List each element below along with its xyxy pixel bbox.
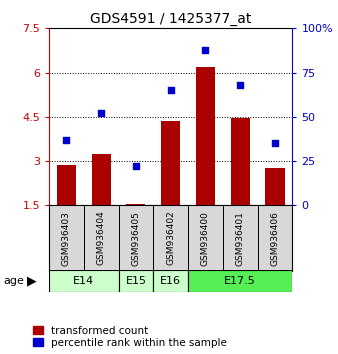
- Text: ▶: ▶: [27, 275, 37, 287]
- Point: [133, 164, 139, 169]
- Bar: [153, 270, 188, 292]
- Bar: [119, 270, 153, 292]
- Text: GSM936406: GSM936406: [270, 211, 280, 266]
- Bar: [231, 118, 250, 205]
- Bar: [223, 205, 258, 271]
- Bar: [57, 166, 76, 205]
- Text: GSM936404: GSM936404: [97, 211, 106, 266]
- Point: [168, 87, 173, 93]
- Bar: [49, 270, 119, 292]
- Text: GSM936403: GSM936403: [62, 211, 71, 266]
- Text: age: age: [3, 276, 24, 286]
- Bar: [153, 205, 188, 271]
- Point: [64, 137, 69, 143]
- Text: GSM936402: GSM936402: [166, 211, 175, 266]
- Legend: transformed count, percentile rank within the sample: transformed count, percentile rank withi…: [32, 325, 228, 349]
- Bar: [49, 205, 84, 271]
- Text: E17.5: E17.5: [224, 276, 256, 286]
- Text: GSM936400: GSM936400: [201, 211, 210, 266]
- Title: GDS4591 / 1425377_at: GDS4591 / 1425377_at: [90, 12, 251, 26]
- Bar: [258, 205, 292, 271]
- Bar: [196, 67, 215, 205]
- Point: [272, 141, 278, 146]
- Bar: [188, 270, 292, 292]
- Text: GSM936405: GSM936405: [131, 211, 140, 266]
- Point: [98, 110, 104, 116]
- Bar: [161, 121, 180, 205]
- Bar: [92, 154, 111, 205]
- Text: E14: E14: [73, 276, 94, 286]
- Bar: [126, 204, 145, 205]
- Bar: [84, 205, 119, 271]
- Text: E15: E15: [125, 276, 146, 286]
- Bar: [119, 205, 153, 271]
- Text: GSM936401: GSM936401: [236, 211, 245, 266]
- Bar: [188, 205, 223, 271]
- Text: E16: E16: [160, 276, 181, 286]
- Point: [238, 82, 243, 88]
- Bar: [265, 169, 285, 205]
- Point: [203, 47, 208, 52]
